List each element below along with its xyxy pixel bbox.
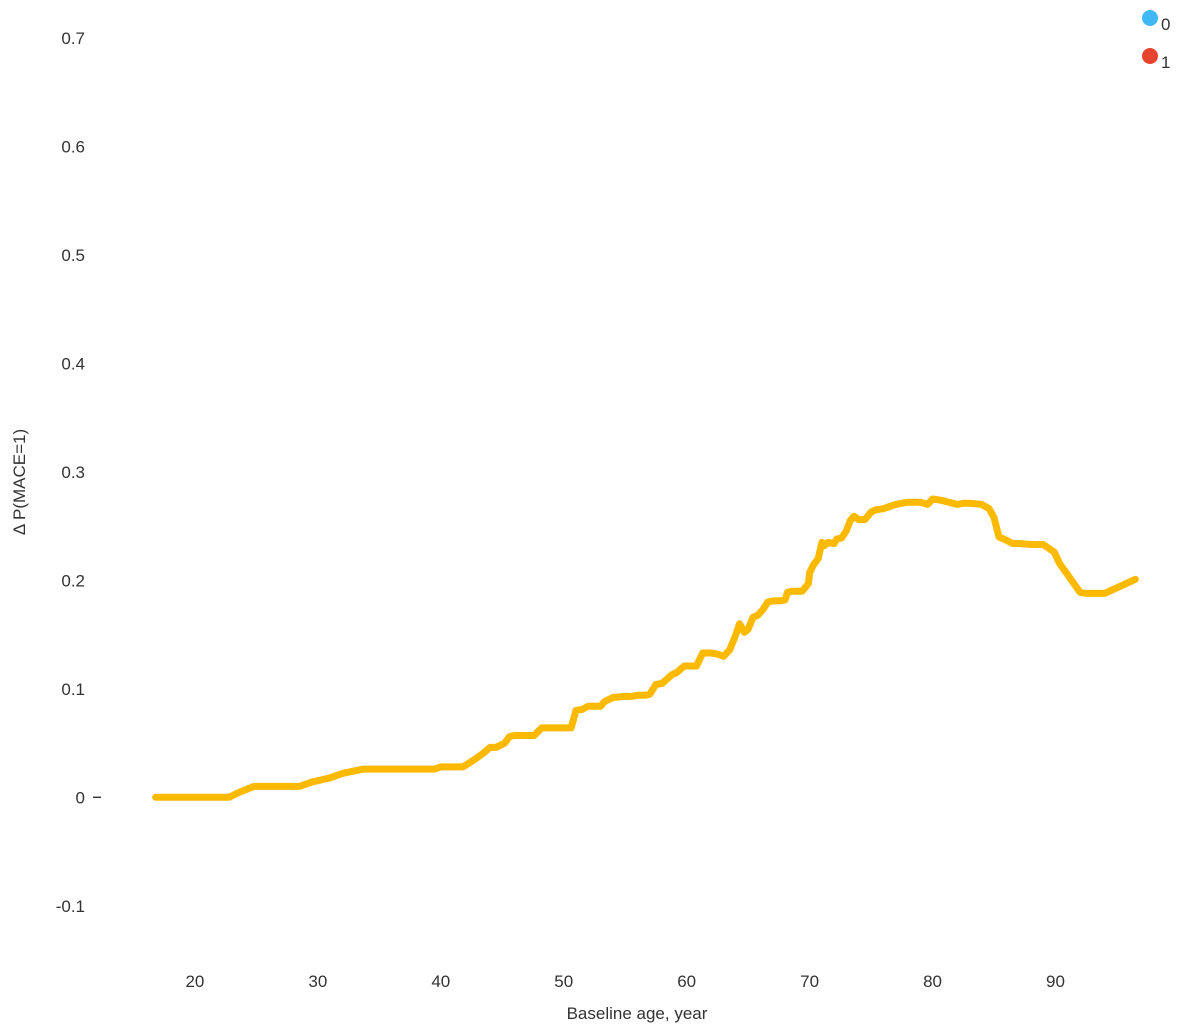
- y-tick-label: 0.2: [61, 571, 85, 590]
- y-tick-label: 0.3: [61, 463, 85, 482]
- y-tick-label: 0.1: [61, 680, 85, 699]
- series-line: [152, 495, 1139, 801]
- y-axis-ticks: -0.1 0 0.1 0.2 0.3 0.4 0.5 0.6 0.7: [56, 29, 85, 916]
- series-layer: [152, 495, 1139, 801]
- legend-marker: [1142, 10, 1158, 26]
- x-axis-ticks: 20 30 40 50 60 70 80 90: [185, 972, 1065, 991]
- y-tick-label: 0: [76, 788, 85, 807]
- x-tick-label: 80: [923, 972, 942, 991]
- legend-label: 1: [1161, 53, 1170, 72]
- legend: 01: [1142, 10, 1170, 72]
- x-tick-label: 50: [554, 972, 573, 991]
- x-axis-title: Baseline age, year: [567, 1004, 708, 1023]
- x-tick-label: 60: [677, 972, 696, 991]
- y-tick-label: 0.4: [61, 354, 85, 373]
- y-tick-label: 0.7: [61, 29, 85, 48]
- x-tick-label: 90: [1046, 972, 1065, 991]
- y-tick-label: 0.6: [61, 137, 85, 156]
- x-tick-label: 20: [185, 972, 204, 991]
- y-tick-label: 0.5: [61, 246, 85, 265]
- x-tick-label: 40: [431, 972, 450, 991]
- y-axis-title: Δ P(MACE=1): [10, 429, 29, 535]
- x-tick-label: 70: [800, 972, 819, 991]
- legend-label: 0: [1161, 15, 1170, 34]
- x-tick-label: 30: [308, 972, 327, 991]
- y-tick-label: -0.1: [56, 897, 85, 916]
- legend-marker: [1142, 48, 1158, 64]
